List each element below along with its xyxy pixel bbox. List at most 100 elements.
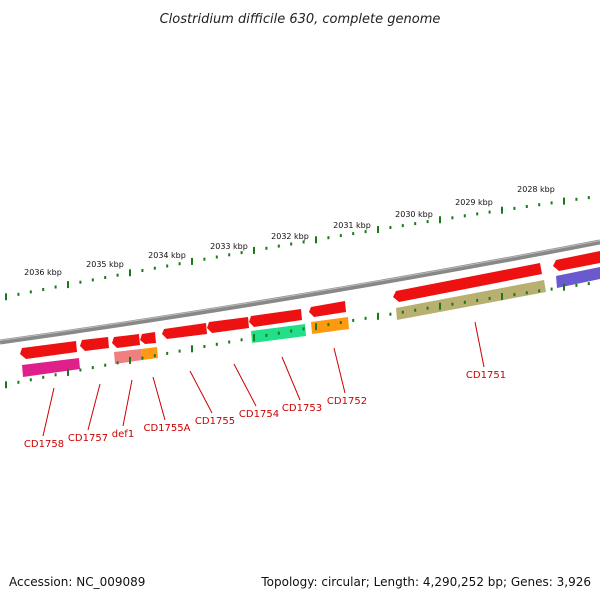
gene-arrow-cd1753[interactable] — [249, 309, 302, 327]
feature-block-salmon[interactable] — [114, 349, 142, 364]
ruler-minor-tick — [525, 291, 528, 295]
ruler-minor-tick — [290, 242, 293, 246]
ruler-minor-tick — [352, 318, 355, 322]
ruler-major-tick — [5, 293, 7, 301]
ruler-minor-tick — [575, 283, 578, 287]
genome-backbone — [0, 239, 600, 345]
ruler-major-tick — [191, 257, 193, 265]
gene-arrow-cd1758[interactable] — [20, 341, 77, 359]
ruler-minor-tick — [463, 300, 466, 304]
kbp-tick-label: 2033 kbp — [210, 242, 248, 251]
ruler-minor-tick — [215, 255, 218, 259]
ruler-major-tick — [439, 302, 441, 310]
ruler-minor-tick — [54, 373, 57, 377]
leader-line — [333, 347, 346, 394]
gene-label[interactable]: CD1753 — [282, 403, 322, 414]
ruler-minor-tick — [575, 197, 578, 201]
ruler-minor-tick — [451, 216, 454, 220]
ruler-minor-tick — [240, 338, 243, 342]
gene-label[interactable]: CD1757 — [68, 433, 108, 444]
ruler-minor-tick — [290, 329, 293, 333]
ruler-minor-tick — [414, 222, 417, 226]
ruler-major-tick — [315, 323, 317, 331]
genome-summary-text: Topology: circular; Length: 4,290,252 bp… — [260, 575, 591, 589]
gene-label[interactable]: def1 — [112, 429, 134, 440]
ruler-minor-tick — [42, 288, 45, 291]
gene-arrow-cd1755a[interactable] — [140, 332, 156, 344]
gene-arrow-next[interactable] — [553, 251, 600, 271]
ruler-minor-tick — [488, 296, 491, 300]
ruler-minor-tick — [587, 196, 590, 200]
gene-arrow-cd1752[interactable] — [309, 301, 346, 317]
gene-labels: CD1758 CD1757 def1 CD1755A CD1755 CD1754… — [24, 370, 506, 450]
ruler-minor-tick — [414, 308, 417, 312]
leader-line — [42, 387, 55, 437]
kbp-tick-label: 2035 kbp — [86, 260, 124, 269]
ruler-major-tick — [191, 345, 193, 353]
gene-label[interactable]: CD1758 — [24, 439, 64, 450]
accession-text: Accession: NC_009089 — [9, 575, 145, 589]
ruler-minor-tick — [228, 340, 231, 344]
ruler-minor-tick — [166, 351, 169, 355]
ruler-minor-tick — [476, 212, 479, 216]
feature-block-khaki[interactable] — [396, 280, 546, 320]
ruler-minor-tick — [17, 380, 20, 384]
ruler-minor-tick — [401, 310, 404, 314]
gene-label[interactable]: CD1752 — [327, 396, 367, 407]
ruler-major-tick — [377, 312, 379, 320]
gene-label[interactable]: CD1755 — [195, 416, 235, 427]
ruler-minor-tick — [228, 253, 231, 257]
ruler-minor-tick — [240, 251, 243, 255]
leader-line — [152, 376, 166, 421]
gene-arrow-def1[interactable] — [112, 334, 140, 348]
ruler-minor-tick — [178, 349, 181, 353]
feature-block-orange-2[interactable] — [311, 317, 349, 334]
gene-arrow-cd1757[interactable] — [80, 337, 109, 351]
ruler-minor-tick — [352, 232, 355, 236]
gene-arrow-cd1751[interactable] — [393, 263, 542, 302]
forward-genes — [20, 251, 600, 359]
ruler-minor-tick — [166, 264, 169, 268]
ruler-minor-tick — [203, 345, 206, 348]
kbp-tick-label: 2030 kbp — [395, 210, 433, 219]
ruler-minor-tick — [91, 366, 94, 370]
gene-arrow-cd1755[interactable] — [162, 323, 207, 339]
ruler-minor-tick — [277, 244, 280, 248]
leader-line — [281, 356, 301, 401]
kbp-labels: 2036 kbp 2035 kbp 2034 kbp 2033 kbp 2032… — [24, 185, 555, 277]
gene-label[interactable]: CD1754 — [239, 409, 279, 420]
feature-block-orange[interactable] — [141, 347, 158, 360]
feature-blocks — [22, 267, 600, 377]
feature-block-purple[interactable] — [556, 267, 600, 288]
ruler-minor-tick — [389, 226, 392, 229]
ruler-major-tick — [501, 293, 503, 300]
ruler-major-tick — [67, 281, 69, 289]
leader-line — [189, 370, 213, 414]
ruler-major-tick — [253, 334, 255, 342]
kbp-tick-label: 2036 kbp — [24, 268, 62, 277]
leader-line — [87, 383, 101, 431]
ruler-major-tick — [501, 206, 503, 214]
ruler-major-tick — [377, 226, 379, 233]
gene-arrow-cd1754[interactable] — [207, 317, 249, 333]
ruler-major-tick — [563, 197, 565, 205]
ruler-minor-tick — [463, 214, 466, 218]
gene-label[interactable]: CD1755A — [144, 423, 191, 434]
ruler-minor-tick — [104, 276, 107, 279]
kbp-tick-label: 2028 kbp — [517, 185, 555, 194]
ruler-minor-tick — [451, 302, 454, 306]
gene-label[interactable]: CD1751 — [466, 370, 506, 381]
ruler-minor-tick — [538, 289, 541, 293]
ruler-minor-tick — [153, 354, 156, 358]
ruler-minor-tick — [426, 306, 429, 310]
feature-block-magenta[interactable] — [22, 358, 80, 377]
ruler-minor-tick — [550, 201, 553, 205]
ruler-minor-tick — [265, 246, 268, 250]
ruler-minor-tick — [277, 331, 280, 335]
ruler-minor-tick — [339, 321, 342, 324]
ruler-minor-tick — [302, 240, 305, 244]
ruler-minor-tick — [29, 378, 32, 382]
ruler-minor-tick — [79, 368, 82, 372]
ruler-major-tick — [129, 269, 131, 277]
